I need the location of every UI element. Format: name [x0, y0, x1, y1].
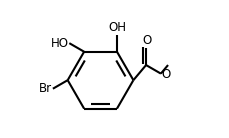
Text: O: O — [161, 68, 170, 81]
Text: HO: HO — [50, 37, 68, 50]
Text: O: O — [142, 34, 151, 47]
Text: Br: Br — [39, 82, 52, 95]
Text: OH: OH — [107, 21, 125, 34]
